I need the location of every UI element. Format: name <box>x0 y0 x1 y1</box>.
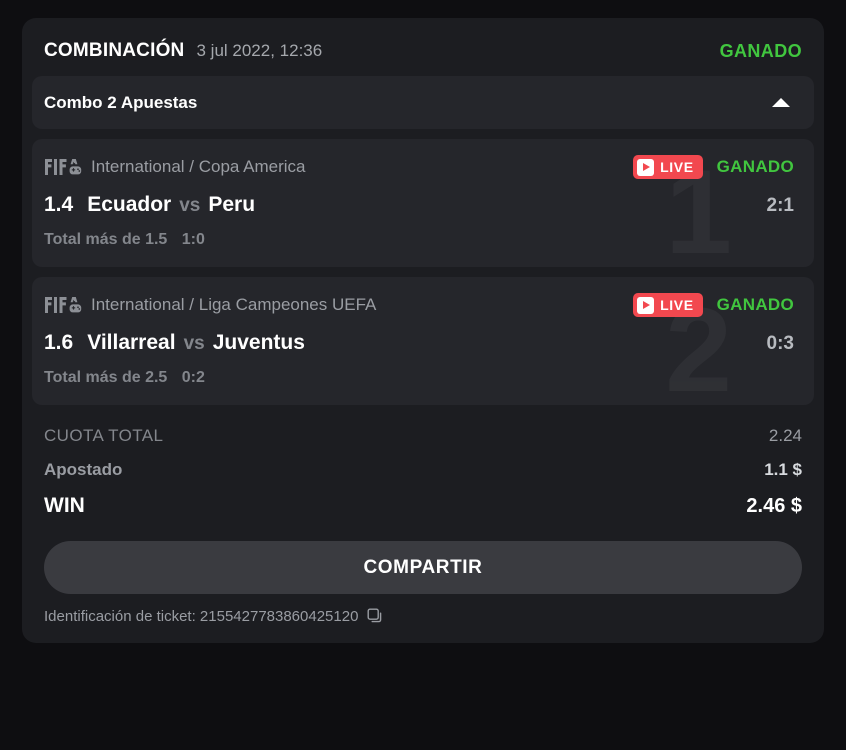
live-label: LIVE <box>660 297 694 313</box>
ticket-card: COMBINACIÓN 3 jul 2022, 12:36 GANADO Com… <box>22 18 824 643</box>
fifa-esports-icon <box>45 159 82 175</box>
away-team: Juventus <box>212 331 305 354</box>
play-icon <box>637 158 655 176</box>
bet-row[interactable]: 2 <box>32 277 814 405</box>
away-team: Peru <box>208 193 256 216</box>
stake-line: Apostado 1.1 $ <box>44 453 802 487</box>
bet-row-match: 1.4 Ecuador vs Peru 2:1 <box>44 193 794 217</box>
total-odds-value: 2.24 <box>768 426 802 445</box>
league-name: International / Copa America <box>91 157 306 176</box>
market-name: Total más de 1.5 <box>44 231 168 248</box>
bet-row-market: Total más de 2.5 0:2 <box>44 369 794 387</box>
stake-value: 1.1 $ <box>764 460 802 479</box>
total-odds-line: CUOTA TOTAL 2.24 <box>44 419 802 453</box>
status-badge: GANADO <box>719 40 802 61</box>
total-odds-label: CUOTA TOTAL <box>44 426 164 445</box>
bet-status-badge: GANADO <box>716 157 794 176</box>
match-score: 2:1 <box>766 195 794 216</box>
bet-odds: 1.6 <box>44 331 74 354</box>
stake-label: Apostado <box>44 460 123 479</box>
home-team: Ecuador <box>87 193 172 216</box>
win-line: WIN 2.46 $ <box>44 487 802 525</box>
copy-icon[interactable] <box>367 608 384 625</box>
ticket-id-text: Identificación de ticket: 21554277838604… <box>44 608 359 625</box>
ticket-header: COMBINACIÓN 3 jul 2022, 12:36 GANADO <box>22 18 824 76</box>
combo-toggle-bar[interactable]: Combo 2 Apuestas <box>32 76 814 129</box>
bet-status-badge: GANADO <box>716 295 794 314</box>
bet-odds: 1.4 <box>44 193 74 216</box>
win-value: 2.46 $ <box>746 495 802 517</box>
market-score: 1:0 <box>181 231 205 248</box>
share-button[interactable]: COMPARTIR <box>44 541 802 594</box>
live-label: LIVE <box>660 159 694 175</box>
bet-row-market: Total más de 1.5 1:0 <box>44 231 794 249</box>
vs-separator: vs <box>179 195 201 216</box>
vs-separator: vs <box>183 333 205 354</box>
home-team: Villarreal <box>87 331 176 354</box>
market-score: 0:2 <box>181 369 205 386</box>
bet-row-header: International / Copa America LIVE GANADO <box>44 155 794 179</box>
fifa-esports-icon <box>45 297 82 313</box>
win-label: WIN <box>44 494 85 517</box>
bet-row-match: 1.6 Villarreal vs Juventus 0:3 <box>44 331 794 355</box>
page-title: COMBINACIÓN <box>44 40 185 61</box>
combo-label: Combo 2 Apuestas <box>44 92 198 112</box>
share-button-label: COMPARTIR <box>363 556 483 578</box>
match-score: 0:3 <box>766 333 794 354</box>
live-badge: LIVE <box>633 293 703 317</box>
bet-row[interactable]: 1 <box>32 139 814 267</box>
market-name: Total más de 2.5 <box>44 369 168 386</box>
totals-section: CUOTA TOTAL 2.24 Apostado 1.1 $ WIN 2.46… <box>22 405 824 525</box>
chevron-up-icon[interactable] <box>772 98 790 107</box>
league-name: International / Liga Campeones UEFA <box>91 295 377 314</box>
bet-row-header: International / Liga Campeones UEFA LIVE… <box>44 293 794 317</box>
ticket-date: 3 jul 2022, 12:36 <box>196 41 323 60</box>
ticket-id-row: Identificación de ticket: 21554277838604… <box>22 594 824 633</box>
live-badge: LIVE <box>633 155 703 179</box>
play-icon <box>637 296 655 314</box>
